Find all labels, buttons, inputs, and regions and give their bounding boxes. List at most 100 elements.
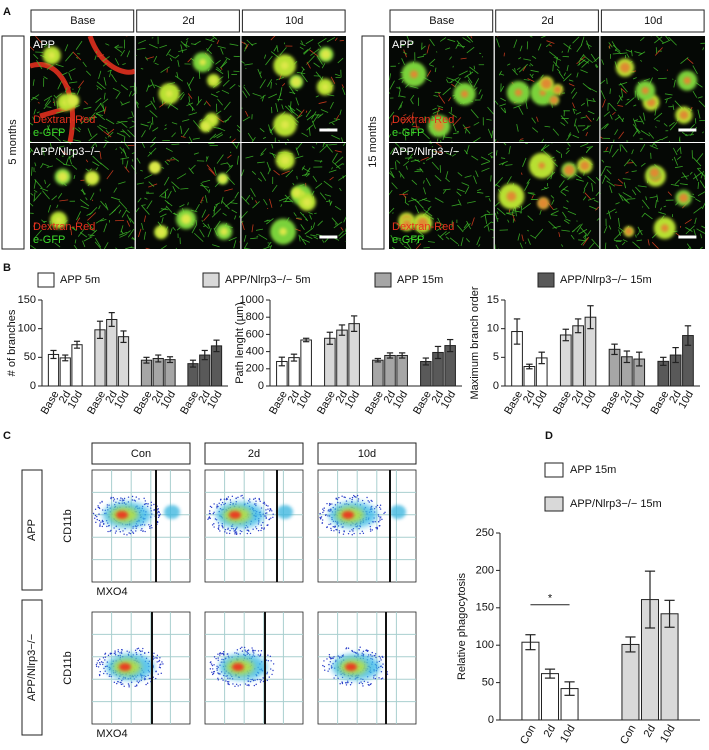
genotype-label: APP — [392, 39, 414, 51]
x-tick-label: 10d — [530, 389, 550, 411]
event — [212, 665, 213, 666]
event — [231, 528, 232, 529]
event — [122, 498, 123, 499]
legend-swatch — [545, 463, 563, 477]
event — [121, 684, 122, 685]
event — [129, 651, 130, 652]
event — [110, 498, 111, 499]
event — [351, 529, 352, 530]
event — [98, 666, 99, 667]
event — [374, 655, 375, 656]
row-label: APP — [26, 519, 38, 541]
process — [121, 34, 128, 36]
event — [225, 680, 226, 681]
event — [134, 686, 135, 687]
event — [227, 683, 228, 684]
event — [272, 513, 273, 514]
event — [247, 533, 248, 534]
event — [248, 684, 249, 685]
event — [218, 679, 219, 680]
cell-core — [210, 77, 216, 83]
event — [153, 657, 154, 658]
event — [261, 650, 262, 651]
event — [232, 496, 233, 497]
y-tick-label: 50 — [24, 351, 36, 363]
event — [359, 647, 360, 648]
event — [247, 652, 248, 653]
event — [357, 495, 358, 496]
event — [156, 657, 157, 658]
event — [337, 499, 338, 500]
event — [241, 495, 242, 496]
event — [118, 651, 119, 652]
bar — [542, 674, 559, 720]
event — [120, 531, 121, 532]
event — [358, 500, 359, 501]
event — [330, 661, 331, 662]
x-tick-label: Base — [411, 389, 434, 417]
stain-label: e-GFP — [33, 127, 65, 139]
event — [258, 530, 259, 531]
event — [136, 528, 137, 529]
event — [138, 682, 139, 683]
event — [333, 656, 334, 657]
event — [216, 506, 217, 507]
event — [249, 501, 250, 502]
event — [352, 497, 353, 498]
event — [230, 502, 231, 503]
event — [153, 504, 154, 505]
x-tick-label: 10d — [677, 389, 697, 411]
bar — [107, 319, 117, 386]
y-tick-label: 15 — [487, 294, 499, 306]
event — [103, 673, 104, 674]
process — [228, 71, 229, 79]
event — [142, 648, 143, 649]
density — [390, 505, 406, 519]
legend-swatch — [203, 273, 219, 287]
flow-plot — [205, 470, 303, 582]
event — [368, 684, 369, 685]
event — [375, 506, 376, 507]
event — [260, 681, 261, 682]
bar — [622, 644, 639, 720]
micrograph: APP/Nlrp3−/−Dextran-Rede-GFP — [386, 140, 500, 253]
event — [258, 650, 259, 651]
event — [110, 676, 111, 677]
event — [255, 501, 256, 502]
y-tick-label: 100 — [476, 639, 494, 651]
event — [135, 530, 136, 531]
plot-bg — [318, 470, 416, 582]
event — [336, 498, 337, 499]
event — [234, 530, 235, 531]
y-tick-label: 10 — [487, 323, 499, 335]
event — [252, 650, 253, 651]
event — [341, 681, 342, 682]
event — [99, 523, 100, 524]
cell-core — [218, 174, 227, 183]
event — [113, 527, 114, 528]
y-tick-label: 150 — [18, 294, 36, 306]
cell-core — [541, 78, 552, 89]
event — [144, 531, 145, 532]
micrograph-content — [134, 34, 247, 146]
event — [226, 498, 227, 499]
micrograph — [597, 140, 708, 252]
event — [119, 500, 120, 501]
event — [333, 526, 334, 527]
event — [379, 661, 380, 662]
genotype-label: APP — [33, 39, 55, 51]
event — [255, 684, 256, 685]
event — [223, 504, 224, 505]
event — [213, 513, 214, 514]
event — [135, 500, 136, 501]
micrograph — [234, 28, 356, 146]
event — [223, 653, 224, 654]
micrograph — [134, 34, 247, 146]
event — [257, 679, 258, 680]
event — [247, 530, 248, 531]
event — [270, 668, 271, 669]
cell-core — [461, 90, 468, 97]
event — [348, 648, 349, 649]
stain-label: Dextran-Red — [33, 114, 95, 126]
event — [110, 653, 111, 654]
